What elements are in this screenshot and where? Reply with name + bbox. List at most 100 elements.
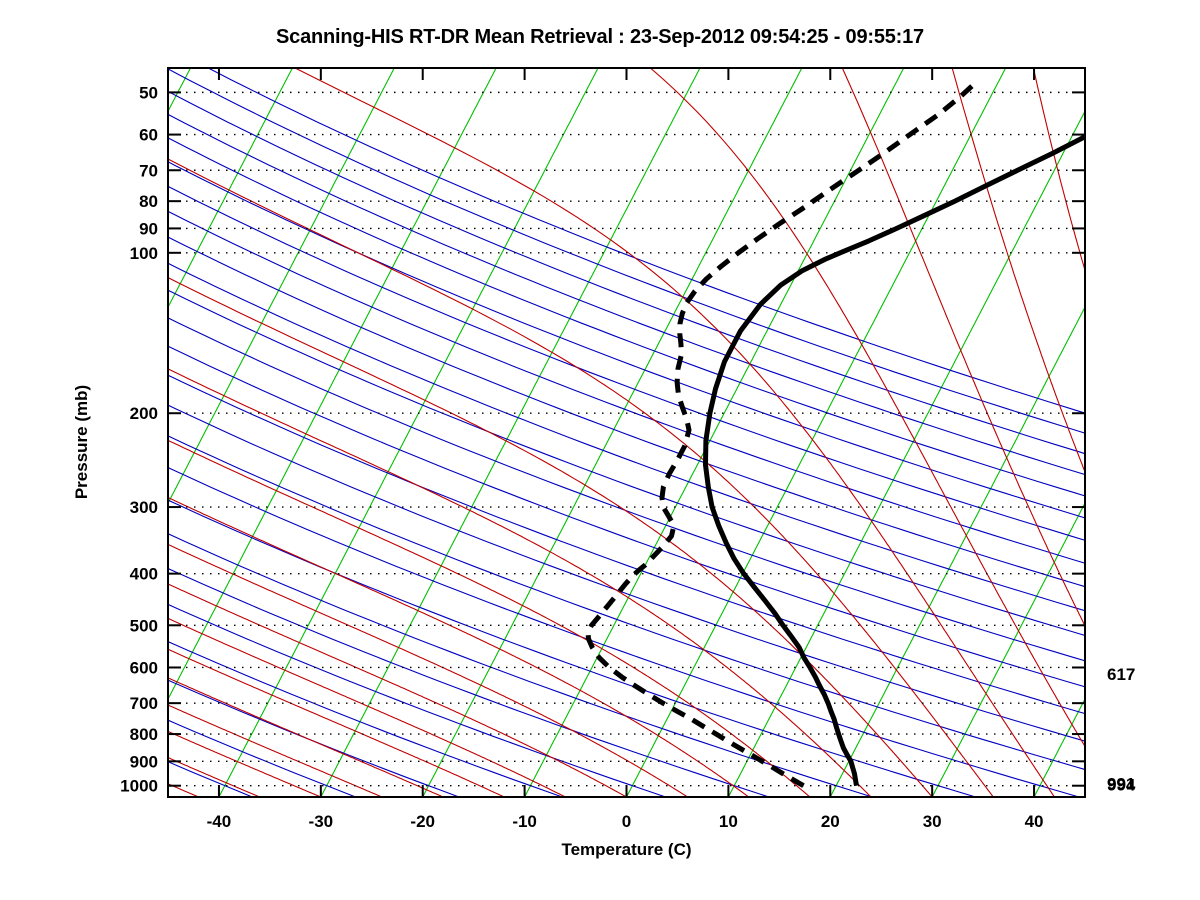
isotherm-line bbox=[168, 68, 497, 701]
moist-adiabat-line bbox=[1032, 68, 1085, 273]
x-axis-tick-label: -40 bbox=[207, 812, 232, 831]
dry-adiabat-line bbox=[168, 533, 873, 797]
dry-adiabat-line bbox=[208, 68, 1085, 414]
isotherm-line bbox=[0, 68, 89, 797]
isotherm-line bbox=[524, 68, 905, 797]
sounding-profiles bbox=[585, 81, 1085, 788]
y-axis-tick-label: 500 bbox=[130, 616, 158, 635]
background-thermodynamic-lines bbox=[0, 54, 1200, 797]
moist-adiabat-line bbox=[841, 68, 1085, 628]
dry-adiabat-line bbox=[168, 640, 563, 797]
isotherm-line bbox=[218, 68, 599, 797]
dry-adiabat-line bbox=[168, 137, 1085, 497]
y-axis-tick-labels: 50 60 70 80 90 100 200 300 400 500 600 700 800 900 100… bbox=[120, 83, 158, 795]
y-axis-tick-label: 700 bbox=[130, 694, 158, 713]
moist-adiabat-line bbox=[0, 54, 137, 797]
x-axis-tick-labels: -40 -30 -20 -10 0 10 20 30 40 bbox=[207, 812, 1044, 831]
dry-adiabat-line bbox=[168, 236, 1085, 588]
isotherm-line bbox=[829, 306, 1085, 797]
page-title: Scanning-HIS RT-DR Mean Retrieval : 23-S… bbox=[276, 26, 924, 48]
dry-adiabat-line bbox=[168, 435, 1085, 771]
x-axis-tick-label: 30 bbox=[923, 812, 942, 831]
axis-ticks bbox=[168, 68, 1085, 797]
moist-adiabat-line bbox=[168, 439, 811, 797]
moist-adiabat-line bbox=[649, 68, 1085, 748]
dry-adiabat-line bbox=[168, 113, 1085, 476]
moist-adiabat-line bbox=[951, 68, 1085, 474]
y-axis-tick-label: 60 bbox=[139, 126, 158, 145]
dry-adiabat-line bbox=[168, 90, 1085, 455]
moist-adiabat-line bbox=[168, 648, 505, 797]
isotherm-line bbox=[168, 68, 395, 505]
isotherm-line bbox=[931, 501, 1085, 797]
x-axis-label: Temperature (C) bbox=[561, 840, 692, 859]
dry-adiabat-line bbox=[0, 68, 149, 797]
y-axis-tick-label: 200 bbox=[130, 404, 158, 423]
x-axis-tick-label: 20 bbox=[821, 812, 840, 831]
isotherm-line bbox=[727, 110, 1085, 797]
dry-adiabat-line bbox=[168, 404, 1085, 742]
profile-temperature bbox=[703, 133, 1085, 787]
y-axis-tick-label: 1000 bbox=[120, 777, 158, 796]
moist-adiabat-line bbox=[1098, 54, 1200, 797]
dry-adiabat-line bbox=[168, 185, 1085, 541]
y-axis-tick-label: 100 bbox=[130, 244, 158, 263]
y-axis-tick-label: 80 bbox=[139, 192, 158, 211]
dry-adiabat-line bbox=[168, 603, 666, 797]
side-pressure-label: 617 bbox=[1107, 665, 1135, 684]
moist-adiabat-line bbox=[168, 730, 322, 797]
moist-adiabat-line bbox=[168, 543, 688, 797]
x-axis-tick-label: 40 bbox=[1025, 812, 1044, 831]
dry-adiabat-line bbox=[168, 345, 1085, 688]
dry-adiabat-line bbox=[0, 74, 46, 797]
profile-dewpoint bbox=[585, 81, 978, 788]
moist-adiabat-line bbox=[1158, 54, 1200, 797]
x-axis-tick-label: -10 bbox=[512, 812, 537, 831]
dry-adiabat-line bbox=[168, 499, 976, 797]
dry-adiabat-line bbox=[168, 466, 1080, 797]
dry-adiabat-line bbox=[168, 161, 1085, 519]
moist-adiabat-line bbox=[168, 277, 933, 797]
dry-adiabat-line bbox=[168, 317, 1085, 662]
moist-adiabat-line bbox=[0, 54, 15, 797]
isotherm-line bbox=[422, 68, 803, 797]
moist-adiabat-line bbox=[168, 617, 566, 797]
moist-adiabat-line bbox=[0, 54, 76, 797]
isotherm-line bbox=[1033, 697, 1085, 797]
isotherm-line bbox=[1136, 68, 1200, 797]
moist-adiabat-line bbox=[293, 68, 1055, 797]
dry-adiabat-line bbox=[168, 761, 253, 797]
x-axis-tick-label: -30 bbox=[309, 812, 334, 831]
y-axis-tick-label: 90 bbox=[139, 219, 158, 238]
isotherm-line bbox=[168, 68, 293, 309]
dry-adiabat-line bbox=[168, 68, 1085, 434]
y-axis-tick-label: 70 bbox=[139, 161, 158, 180]
x-axis-tick-label: 0 bbox=[622, 812, 631, 831]
isotherm-line bbox=[168, 68, 191, 113]
pressure-gridlines bbox=[170, 91, 1083, 787]
moist-adiabat-line bbox=[168, 583, 627, 797]
moist-adiabat-line bbox=[168, 677, 444, 797]
dry-adiabat-line bbox=[168, 567, 770, 797]
y-axis-tick-label: 50 bbox=[139, 83, 158, 102]
side-pressure-label: 994 bbox=[1107, 775, 1136, 794]
moist-adiabat-line bbox=[168, 158, 994, 797]
plot-frame bbox=[167, 67, 1086, 798]
x-axis-tick-label: -20 bbox=[410, 812, 435, 831]
moist-adiabat-line bbox=[168, 756, 260, 797]
y-axis-tick-label: 300 bbox=[130, 498, 158, 517]
moist-adiabat-line bbox=[168, 704, 383, 797]
y-axis-tick-label: 400 bbox=[130, 565, 158, 584]
isotherm-line bbox=[320, 68, 701, 797]
side-pressure-label: 991 bbox=[1107, 775, 1135, 794]
moist-adiabat-line bbox=[168, 496, 750, 797]
dry-adiabat-line bbox=[168, 374, 1085, 715]
y-axis-tick-label: 800 bbox=[130, 725, 158, 744]
dry-adiabat-line bbox=[168, 262, 1085, 612]
x-axis-tick-label: 10 bbox=[719, 812, 738, 831]
y-axis-tick-label: 600 bbox=[130, 658, 158, 677]
moist-adiabat-line bbox=[168, 368, 872, 797]
